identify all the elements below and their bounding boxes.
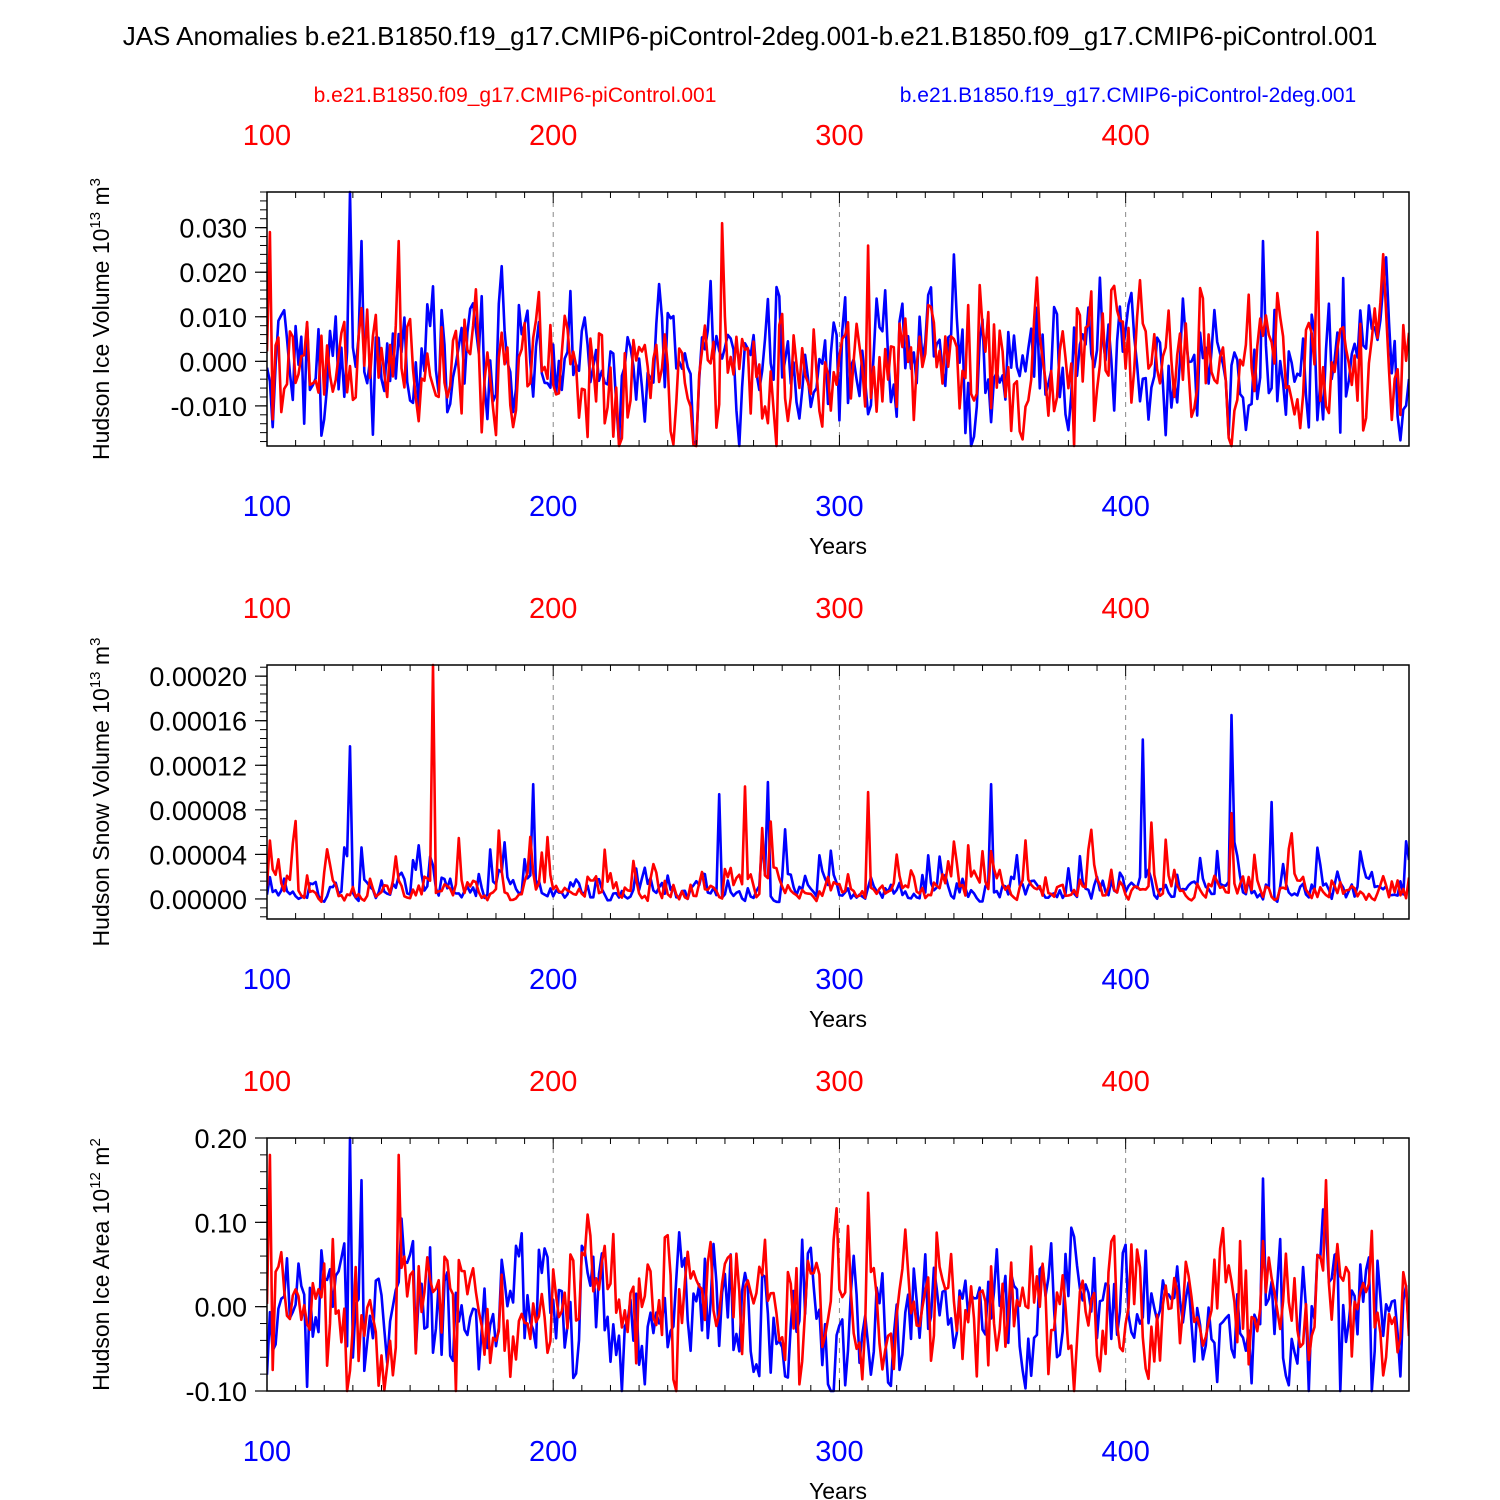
y-tick-label: 0.00020	[149, 662, 247, 692]
y-axis-title: Hudson Ice Area 1012 m2	[87, 1138, 114, 1391]
x-tick-label-bottom: 100	[243, 964, 291, 996]
figure-title: JAS Anomalies b.e21.B1850.f19_g17.CMIP6-…	[123, 21, 1378, 51]
panel-1: 100 100 200 200 300 300 400 400 0.030 0.020 0.010 0…	[87, 120, 1410, 559]
legend-blue-case: b.e21.B1850.f19_g17.CMIP6-piControl-2deg…	[900, 84, 1356, 107]
x-tick-label-bottom: 100	[243, 491, 291, 523]
x-tick-label-bottom: 200	[529, 964, 577, 996]
x-axis-title: Years	[809, 1478, 867, 1500]
y-tick-label: 0.20	[194, 1124, 247, 1154]
y-axis-title: Hudson Snow Volume 1013 m3	[87, 638, 114, 947]
x-tick-label-top: 400	[1101, 593, 1149, 625]
x-tick-label-top: 300	[815, 1066, 863, 1098]
y-tick-label: -0.010	[170, 392, 247, 422]
panels: 100 100 200 200 300 300 400 400 0.030 0.020 0.010 0…	[87, 120, 1410, 1500]
x-tick-label-bottom: 200	[529, 1436, 577, 1468]
legend-red-case: b.e21.B1850.f09_g17.CMIP6-piControl.001	[314, 84, 717, 107]
x-tick-label-bottom: 300	[815, 964, 863, 996]
series-line-blue	[267, 713, 1409, 904]
x-tick-label-top: 100	[243, 593, 291, 625]
y-tick-label: 0.000	[179, 347, 247, 377]
x-tick-label-bottom: 200	[529, 491, 577, 523]
x-axis-title: Years	[809, 1006, 867, 1032]
panel-3: 100 100 200 200 300 300 400 400 0.20 0.10 0.00 -0.1…	[87, 1066, 1410, 1500]
x-tick-label-top: 300	[815, 593, 863, 625]
y-tick-label: 0.00012	[149, 751, 247, 781]
x-tick-label-top: 100	[243, 120, 291, 152]
y-tick-label: 0.010	[179, 303, 247, 333]
x-tick-label-bottom: 400	[1101, 491, 1149, 523]
y-tick-label: 0.00016	[149, 707, 247, 737]
series-line-red	[267, 663, 1409, 904]
y-tick-label: 0.00000	[149, 885, 247, 915]
plot-frame	[266, 664, 1410, 920]
y-tick-label: 0.00004	[149, 840, 247, 870]
series-line-blue	[267, 190, 1409, 448]
series-line-red	[267, 221, 1409, 448]
y-tick-label: 0.00008	[149, 796, 247, 826]
x-tick-label-top: 400	[1101, 1066, 1149, 1098]
y-tick-label: 0.00	[194, 1293, 247, 1323]
series-line-red	[267, 1153, 1409, 1393]
x-tick-label-bottom: 400	[1101, 964, 1149, 996]
y-tick-label: 0.020	[179, 258, 247, 288]
x-tick-label-top: 100	[243, 1066, 291, 1098]
x-axis-title: Years	[809, 533, 867, 559]
plot-frame	[266, 191, 1410, 447]
y-tick-label: -0.10	[185, 1377, 247, 1407]
y-tick-label: 0.030	[179, 214, 247, 244]
x-tick-label-top: 400	[1101, 120, 1149, 152]
panel-2: 100 100 200 200 300 300 400 400 0.00020 0.00016 0.…	[87, 593, 1410, 1032]
x-tick-label-top: 300	[815, 120, 863, 152]
x-tick-label-bottom: 300	[815, 1436, 863, 1468]
x-tick-label-top: 200	[529, 120, 577, 152]
x-tick-label-bottom: 300	[815, 491, 863, 523]
x-tick-label-bottom: 400	[1101, 1436, 1149, 1468]
y-tick-label: 0.10	[194, 1208, 247, 1238]
y-axis-title: Hudson Ice Volume 1013 m3	[87, 178, 114, 460]
x-tick-label-bottom: 100	[243, 1436, 291, 1468]
x-tick-label-top: 200	[529, 1066, 577, 1098]
x-tick-label-top: 200	[529, 593, 577, 625]
plot-frame	[266, 1137, 1410, 1392]
